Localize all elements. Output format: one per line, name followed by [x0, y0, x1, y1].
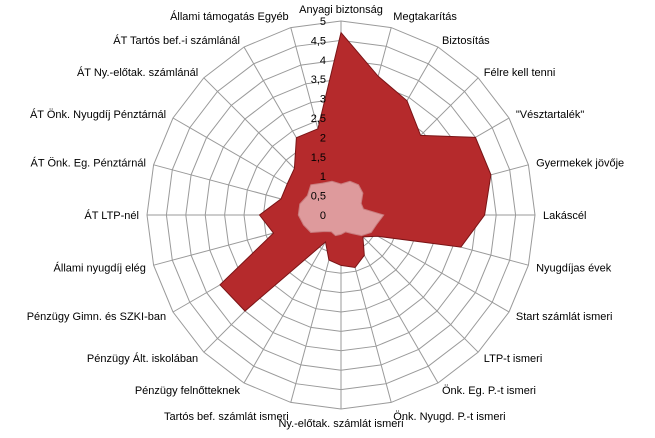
category-label: "Vésztartalék": [516, 109, 584, 121]
series-2-area: [297, 180, 385, 237]
tick-label: 2: [320, 132, 326, 144]
grid-spoke: [340, 214, 479, 353]
tick-label: 4: [320, 55, 326, 67]
category-label: Pénzügy felnőtteknek: [135, 385, 241, 397]
category-label: Pénzügy Ált. iskolában: [87, 352, 198, 365]
category-labels: Anyagi biztonság Megtakarítás Biztosítás Fé…: [27, 4, 624, 430]
category-label: ÁT Önk. Nyugdíj Pénztárnál: [30, 108, 166, 121]
category-label: Pénzügy Gimn. és SZKI-ban: [27, 311, 166, 323]
category-label: Lakáscél: [543, 210, 586, 222]
tick-label: 2,5: [311, 113, 326, 125]
category-label: Állami nyugdíj elég: [54, 261, 146, 274]
tick-label: 0: [320, 210, 326, 222]
tick-label: 3,5: [311, 74, 326, 86]
category-label: Megtakarítás: [393, 11, 457, 23]
tick-label: 1: [320, 171, 326, 183]
category-label: LTP-t ismeri: [484, 353, 542, 365]
tick-label: 1,5: [311, 152, 326, 164]
category-label: Start számlát ismeri: [516, 311, 613, 323]
category-label: Önk. Eg. P.-t ismeri: [442, 385, 536, 397]
category-label: Biztosítás: [442, 35, 490, 47]
category-label: ÁT LTP-nél: [84, 209, 139, 222]
tick-label: 0,5: [311, 191, 326, 203]
tick-label: 4,5: [311, 35, 326, 47]
category-label: ÁT Önk. Eg. Pénztárnál: [31, 157, 146, 170]
category-label: Anyagi biztonság: [299, 4, 383, 16]
category-label: ÁT Ny.-előtak. számlánál: [77, 66, 198, 79]
series-1-area: [219, 31, 492, 312]
category-label: Állami támogatás Egyéb: [170, 10, 289, 23]
category-label: Gyermekek jövője: [536, 158, 624, 170]
category-label: Félre kell tenni: [484, 67, 556, 79]
category-label: Önk. Nyugd. P.-t ismeri: [393, 411, 505, 423]
tick-label: 3: [320, 94, 326, 106]
category-label: Nyugdíjas évek: [536, 262, 612, 274]
category-label: Ny.-előtak. számlát ismeri: [278, 418, 403, 430]
category-label: ÁT Tartós bef.-i számlánál: [113, 34, 240, 47]
radial-axis-ticks: 0 0,5 1 1,5 2 2,5 3 3,5 4 4,5 5: [311, 16, 326, 222]
radar-series: [219, 31, 492, 312]
tick-label: 5: [320, 16, 326, 28]
category-label: Tartós bef. számlát ismeri: [164, 411, 289, 423]
